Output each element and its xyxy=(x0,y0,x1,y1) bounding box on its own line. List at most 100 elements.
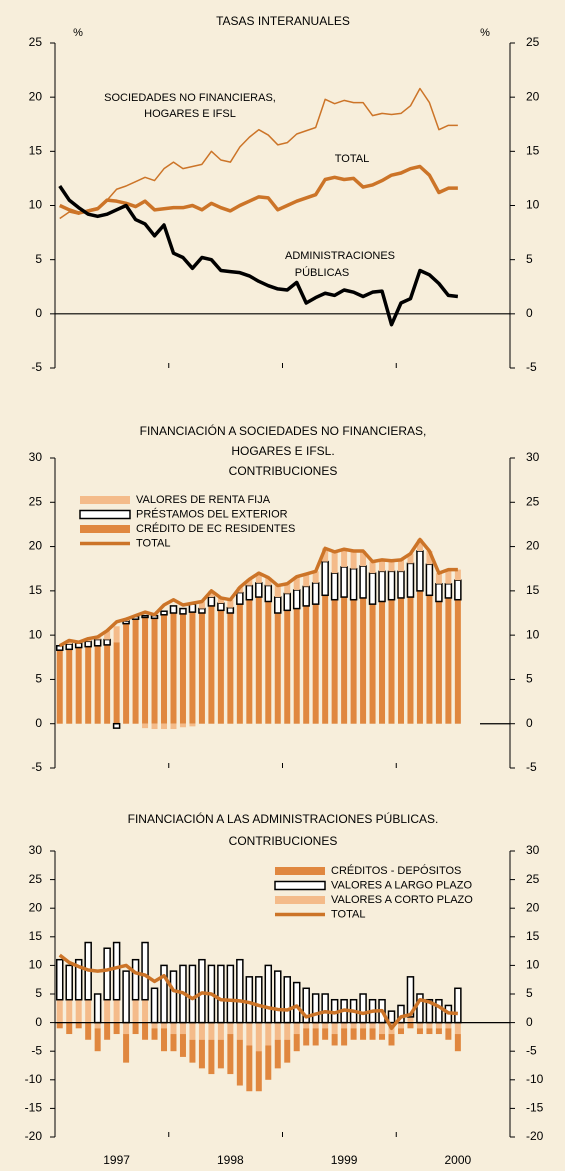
bar-segment xyxy=(350,551,357,569)
bar-segment xyxy=(112,722,121,729)
bar-segment xyxy=(207,596,216,607)
bar-segment xyxy=(274,613,281,724)
bar-segment xyxy=(303,1022,310,1029)
y-tick-label: 20 xyxy=(29,89,43,103)
bar-segment xyxy=(445,1028,452,1040)
y-tick-label: 25 xyxy=(526,35,540,49)
bar-segment xyxy=(292,589,301,610)
bar-segment xyxy=(454,569,461,581)
series-line xyxy=(58,537,458,648)
y-tick-label: -15 xyxy=(25,1101,43,1115)
bar-segment xyxy=(85,646,92,724)
bar-segment xyxy=(217,1022,224,1040)
bar-segment xyxy=(349,567,358,601)
y-tick-label: 20 xyxy=(526,89,540,103)
y-tick-label: 25 xyxy=(29,494,43,508)
bar-segment xyxy=(341,1022,348,1029)
bar-segment xyxy=(198,607,206,614)
bar-segment xyxy=(170,1034,177,1052)
bar-segment xyxy=(217,1039,224,1069)
bar-segment xyxy=(454,599,461,724)
bar-segment xyxy=(311,993,320,1024)
y-tick-label: 25 xyxy=(29,35,43,49)
bar-segment xyxy=(94,1022,101,1029)
y-tick-label: 0 xyxy=(526,716,533,730)
bar-segment xyxy=(426,595,433,724)
y-tick-label: 30 xyxy=(29,843,43,857)
y-tick-label: 20 xyxy=(29,539,43,553)
chart-title: CONTRIBUCIONES xyxy=(229,464,338,478)
bar-segment xyxy=(104,644,111,724)
bar-segment xyxy=(435,601,442,724)
bar-segment xyxy=(416,1022,423,1029)
bar-segment xyxy=(112,941,121,1001)
series-label: HOGARES E IFSL xyxy=(144,108,236,120)
bar-segment xyxy=(322,1022,329,1029)
bar-segment xyxy=(113,1022,120,1035)
bar-segment xyxy=(56,650,63,724)
bar-segment xyxy=(151,1022,158,1029)
bar-segment xyxy=(312,1022,319,1029)
bar-segment xyxy=(226,964,235,1024)
y-tick-label: 10 xyxy=(29,198,43,212)
series-line xyxy=(58,185,459,327)
bar-segment xyxy=(369,604,376,724)
bar-segment xyxy=(388,560,395,572)
bar-segment xyxy=(322,1028,329,1040)
bar-segment xyxy=(368,572,377,605)
y-tick-label: -15 xyxy=(526,1101,544,1115)
bar-segment xyxy=(340,566,348,598)
bar-segment xyxy=(113,626,120,643)
bar-segment xyxy=(388,1034,395,1046)
bar-segment xyxy=(350,1028,357,1040)
bar-segment xyxy=(189,723,196,727)
bar-segment xyxy=(132,999,139,1023)
legend-label: CRÉDITO DE EC RESIDENTES xyxy=(136,522,295,535)
bar-segment xyxy=(217,597,224,604)
chart-title: CONTRIBUCIONES xyxy=(229,834,338,848)
legend-label: PRÉSTAMOS DEL EXTERIOR xyxy=(136,507,288,520)
bar-segment xyxy=(75,647,82,724)
bar-segment xyxy=(179,1022,186,1035)
bar-segment xyxy=(123,623,130,724)
bar-segment xyxy=(293,576,300,590)
bar-segment xyxy=(208,1039,215,1075)
y-tick-label: 5 xyxy=(35,986,42,1000)
legend-swatch xyxy=(275,867,325,875)
bar-segment xyxy=(369,1028,376,1040)
bar-segment xyxy=(217,602,225,612)
bar-segment xyxy=(236,958,244,1024)
bar-segment xyxy=(65,964,73,1001)
bar-segment xyxy=(142,999,149,1023)
x-tick-label: 1998 xyxy=(217,1153,244,1167)
bar-segment xyxy=(113,642,120,724)
y-tick-label: 0 xyxy=(526,306,533,320)
y-tick-label: 25 xyxy=(526,494,540,508)
bar-segment xyxy=(198,1022,205,1040)
bar-segment xyxy=(227,1034,234,1075)
bar-segment xyxy=(93,638,102,647)
legend-label: TOTAL xyxy=(331,908,365,920)
bar-segment xyxy=(331,551,338,574)
x-tick-label: 2000 xyxy=(445,1153,472,1167)
series-label: TOTAL xyxy=(335,153,369,165)
bar-segment xyxy=(303,605,310,724)
bar-segment xyxy=(397,570,405,599)
chart-title: FINANCIACIÓN A SOCIEDADES NO FINANCIERAS… xyxy=(140,423,427,438)
bar-segment xyxy=(350,599,357,724)
y-tick-label: -5 xyxy=(526,360,537,374)
bar-segment xyxy=(265,577,272,586)
bar-segment xyxy=(360,1028,367,1040)
bar-segment xyxy=(189,612,196,724)
y-tick-label: 10 xyxy=(526,958,540,972)
legend-label: TOTAL xyxy=(136,537,170,549)
y-tick-label: -5 xyxy=(526,1043,537,1057)
bar-segment xyxy=(170,723,177,730)
bar-segment xyxy=(208,605,215,724)
bar-segment xyxy=(274,585,281,598)
bar-segment xyxy=(378,570,386,603)
bar-segment xyxy=(284,610,291,724)
bar-segment xyxy=(151,618,158,724)
bar-segment xyxy=(454,987,462,1024)
bar-segment xyxy=(331,1034,338,1046)
